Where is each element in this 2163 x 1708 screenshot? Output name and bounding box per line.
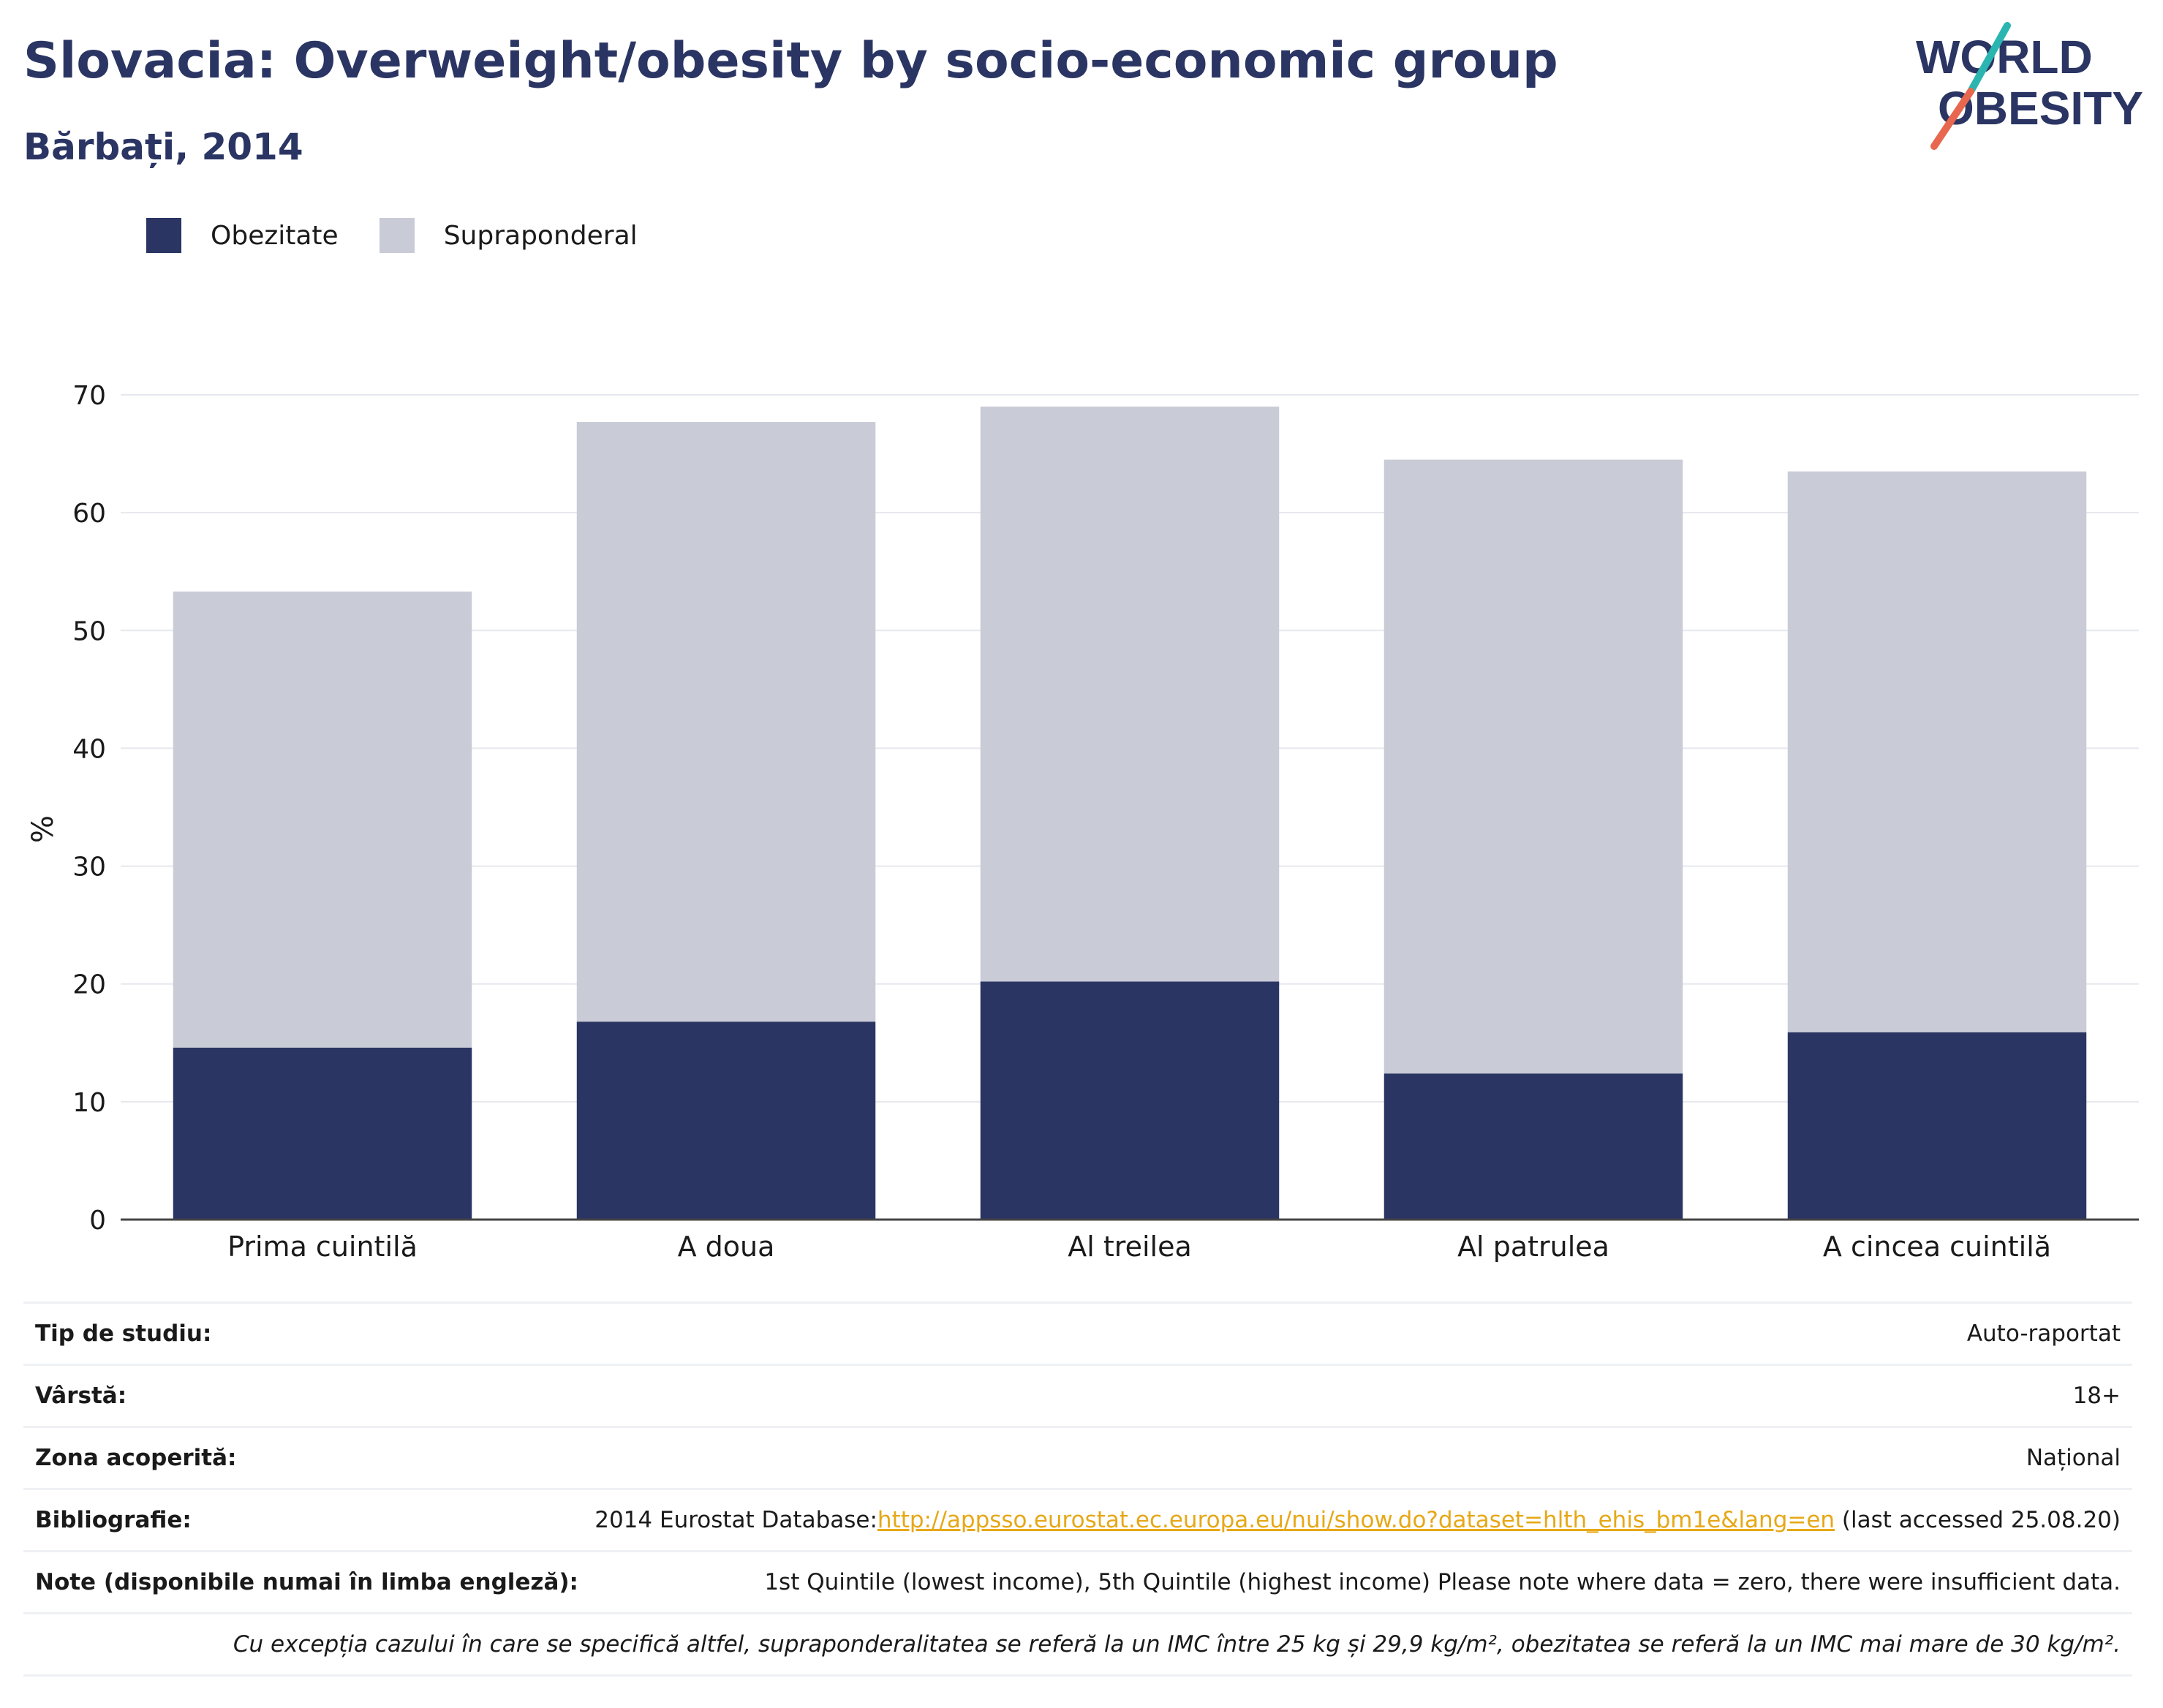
study-type-value: Auto-raportat	[1966, 1320, 2121, 1347]
bar-supraponderal-2	[576, 422, 876, 1022]
y-tick-label: 30	[72, 853, 106, 883]
bar-obezitate-3	[980, 981, 1280, 1220]
notes-label: Note (disponibile numai în limba engleză…	[35, 1569, 578, 1595]
x-tick-label: Prima cuintilă	[227, 1231, 418, 1263]
bibliography-link[interactable]: http://appsso.eurostat.ec.europa.eu/nui/…	[877, 1507, 1835, 1533]
y-tick-label: 40	[72, 734, 106, 764]
meta-row-notes: Note (disponibile numai în limba engleză…	[23, 1552, 2132, 1614]
meta-row-bibliography: Bibliografie: 2014 Eurostat Database:htt…	[23, 1490, 2132, 1552]
bibliography-prefix: 2014 Eurostat Database:	[594, 1507, 877, 1533]
x-tick-label: Al treilea	[1068, 1231, 1191, 1263]
chart-title: Slovacia: Overweight/obesity by socio-ec…	[23, 32, 1558, 90]
y-tick-label: 60	[72, 499, 106, 529]
metadata-table: Tip de studiu: Auto-raportat Vârstă: 18+…	[23, 1301, 2132, 1677]
legend-swatch-supraponderal	[379, 218, 415, 253]
x-tick-label: A cincea cuintilă	[1823, 1231, 2051, 1263]
bar-chart: 0 10 20 30 40 50 60 70% Prima cuintilă A doua Al t…	[26, 381, 2139, 1263]
legend-item-obezitate: Obezitate	[146, 218, 339, 253]
y-tick-label: 50	[72, 616, 106, 646]
footnote-text: Cu excepția cazului în care se specifică…	[233, 1631, 2121, 1658]
legend-swatch-obezitate	[146, 218, 181, 253]
meta-row-area: Zona acoperită: Național	[23, 1428, 2132, 1490]
age-label: Vârstă:	[35, 1383, 127, 1409]
bibliography-label: Bibliografie:	[35, 1507, 192, 1533]
age-value: 18+	[2072, 1383, 2121, 1409]
world-obesity-logo: WORLD OBESITY	[1916, 22, 2143, 150]
bar-supraponderal-4	[1384, 459, 1683, 1074]
y-tick-label: 20	[72, 970, 106, 1000]
x-tick-label: A doua	[678, 1231, 775, 1263]
meta-row-footnote: Cu excepția cazului în care se specifică…	[23, 1614, 2132, 1677]
legend-label-supraponderal: Supraponderal	[443, 220, 638, 251]
bar-obezitate-5	[1787, 1032, 2087, 1220]
area-label: Zona acoperită:	[35, 1445, 237, 1471]
y-tick-label: 70	[72, 381, 106, 411]
bar-supraponderal-1	[173, 592, 472, 1048]
y-tick-label: 0	[89, 1206, 106, 1236]
y-tick-label: 10	[72, 1088, 106, 1118]
bibliography-value: 2014 Eurostat Database:http://appsso.eur…	[594, 1507, 2132, 1533]
study-type-label: Tip de studiu:	[35, 1320, 212, 1347]
meta-row-study-type: Tip de studiu: Auto-raportat	[23, 1301, 2132, 1366]
bar-supraponderal-3	[980, 407, 1280, 982]
logo-line1: WORLD	[1916, 31, 2093, 83]
bar-obezitate-4	[1384, 1073, 1683, 1220]
chart-legend: Obezitate Supraponderal	[146, 218, 679, 253]
legend-item-supraponderal: Supraponderal	[379, 218, 638, 253]
notes-value: 1st Quintile (lowest income), 5th Quinti…	[764, 1569, 2121, 1595]
bar-obezitate-2	[576, 1021, 876, 1220]
bar-obezitate-1	[173, 1047, 472, 1220]
area-value: Național	[2026, 1445, 2121, 1471]
chart-subtitle: Bărbați, 2014	[23, 126, 303, 168]
meta-row-age: Vârstă: 18+	[23, 1366, 2132, 1428]
x-tick-label: Al patrulea	[1457, 1231, 1609, 1263]
legend-label-obezitate: Obezitate	[211, 220, 339, 251]
bar-supraponderal-5	[1787, 471, 2087, 1032]
bibliography-suffix: (last accessed 25.08.20)	[1835, 1507, 2121, 1533]
y-axis-label: %	[26, 815, 60, 843]
